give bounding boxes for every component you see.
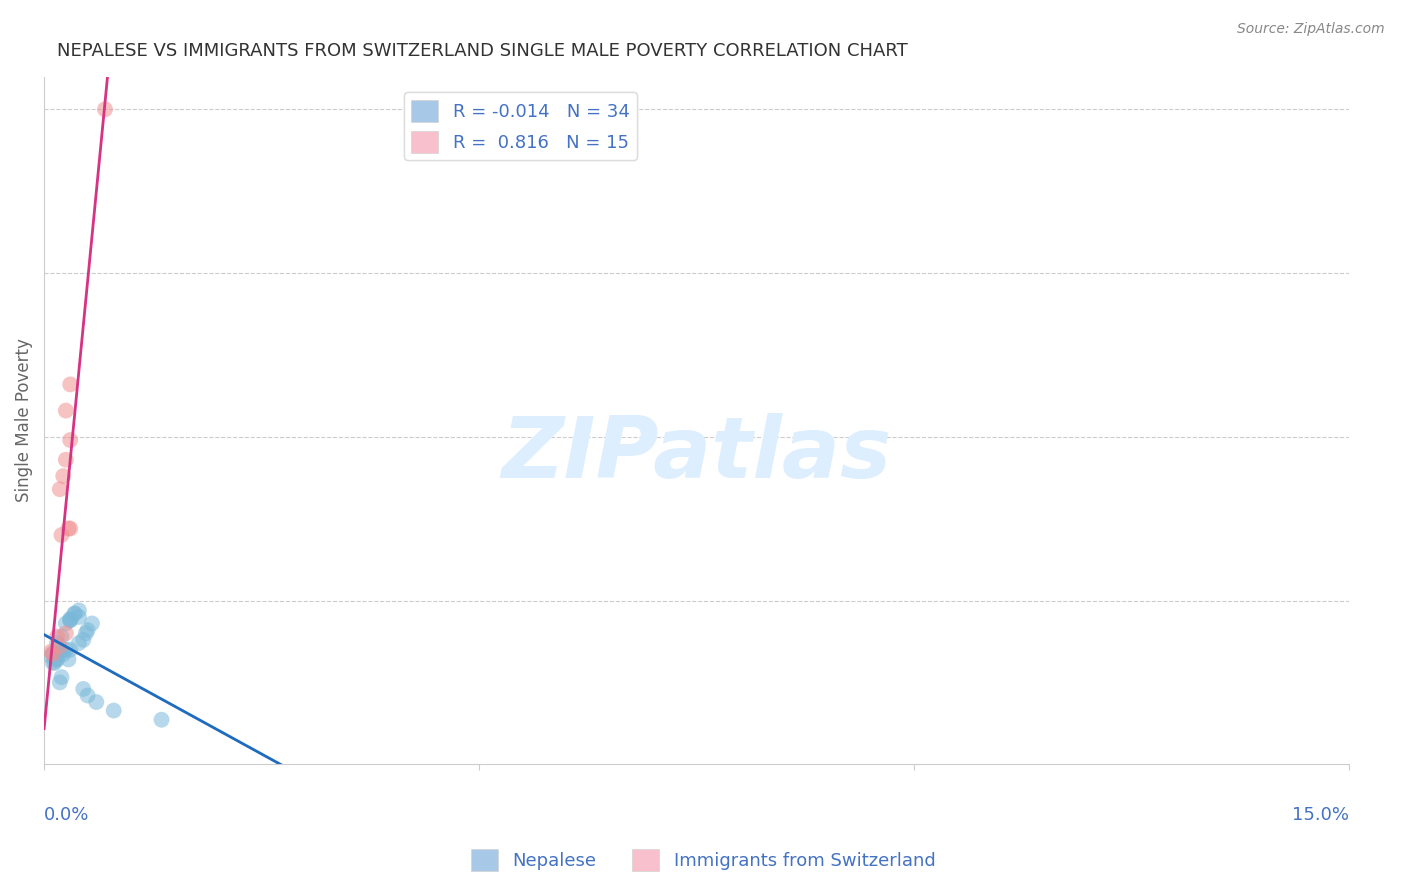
Point [67, 603, 90, 617]
Point [75, 626, 97, 640]
Point [44, 656, 66, 670]
Point [72, 681, 94, 696]
Point [51, 630, 73, 644]
Point [39, 649, 62, 664]
Point [59, 642, 82, 657]
Point [55, 403, 77, 417]
Point [72, 632, 94, 647]
Point [76, 689, 98, 703]
Point [49, 482, 72, 496]
Point [59, 613, 82, 627]
Point [51, 670, 73, 684]
Point [46, 630, 69, 644]
Text: Source: ZipAtlas.com: Source: ZipAtlas.com [1237, 22, 1385, 37]
Point [49, 640, 72, 654]
Point [46, 636, 69, 650]
Point [76, 623, 98, 637]
Point [49, 642, 72, 657]
Point [55, 642, 77, 657]
Point [45, 652, 67, 666]
Legend: R = -0.014   N = 34, R =  0.816   N = 15: R = -0.014 N = 34, R = 0.816 N = 15 [404, 93, 637, 160]
Point [94, 103, 117, 117]
Point [55, 452, 77, 467]
Point [46, 652, 69, 666]
Y-axis label: Single Male Poverty: Single Male Poverty [15, 338, 32, 502]
Point [150, 713, 173, 727]
Point [63, 607, 86, 621]
Point [51, 645, 73, 659]
Point [59, 612, 82, 626]
Point [59, 433, 82, 447]
Point [67, 636, 90, 650]
Point [42, 646, 65, 660]
Point [51, 528, 73, 542]
Point [58, 521, 80, 535]
Point [55, 626, 77, 640]
Point [52, 647, 75, 661]
Text: 0.0%: 0.0% [44, 805, 90, 823]
Point [52, 469, 75, 483]
Point [80, 616, 103, 631]
Point [55, 616, 77, 631]
Point [59, 377, 82, 392]
Point [59, 613, 82, 627]
Point [63, 607, 86, 621]
Point [103, 704, 125, 718]
Point [67, 610, 90, 624]
Point [58, 652, 80, 666]
Point [39, 645, 62, 659]
Legend: Nepalese, Immigrants from Switzerland: Nepalese, Immigrants from Switzerland [464, 842, 942, 879]
Point [59, 521, 82, 535]
Text: 15.0%: 15.0% [1292, 805, 1348, 823]
Point [49, 675, 72, 690]
Point [42, 656, 65, 670]
Point [84, 695, 107, 709]
Point [42, 647, 65, 661]
Text: ZIPatlas: ZIPatlas [502, 413, 891, 496]
Text: NEPALESE VS IMMIGRANTS FROM SWITZERLAND SINGLE MALE POVERTY CORRELATION CHART: NEPALESE VS IMMIGRANTS FROM SWITZERLAND … [58, 42, 908, 60]
